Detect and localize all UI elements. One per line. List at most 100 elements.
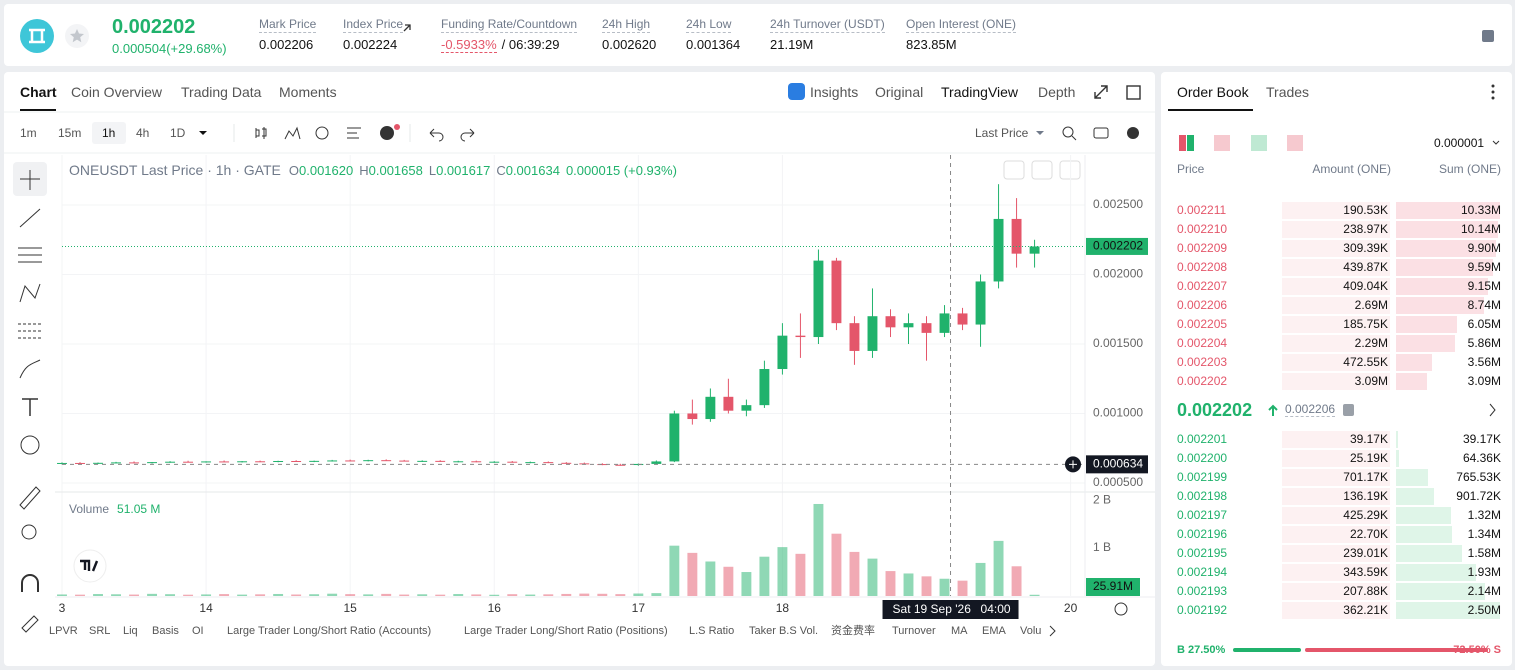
interval[interactable]: 1m xyxy=(20,126,37,140)
interval[interactable]: 15m xyxy=(58,126,82,140)
chart-panel xyxy=(4,72,1155,666)
next-arrow[interactable] xyxy=(1049,625,1056,637)
view-tab[interactable]: Insights xyxy=(810,84,859,100)
ai-icon[interactable] xyxy=(788,83,805,100)
book-price[interactable]: 0.002209 xyxy=(1177,241,1228,255)
chart-tab[interactable]: Chart xyxy=(20,84,57,100)
view-both-icon[interactable] xyxy=(1179,135,1186,151)
axis-settings-icon[interactable] xyxy=(1114,602,1128,616)
text-tool[interactable] xyxy=(22,398,38,416)
crosshair-tool[interactable] xyxy=(20,170,40,190)
sum-bar xyxy=(1396,221,1499,238)
candle-body xyxy=(255,461,266,463)
magnet-tool[interactable] xyxy=(21,574,39,592)
indicator[interactable]: 资金费率 xyxy=(831,625,875,637)
candle-body xyxy=(453,461,464,463)
trendline-tool[interactable] xyxy=(19,208,41,228)
interval[interactable]: 1h xyxy=(102,126,116,140)
book-price[interactable]: 0.002192 xyxy=(1177,603,1228,617)
book-price[interactable]: 0.002195 xyxy=(1177,546,1228,560)
view-tab[interactable]: TradingView xyxy=(941,84,1019,100)
settings-icon[interactable] xyxy=(1127,127,1139,139)
interval[interactable]: 1D xyxy=(170,126,186,140)
scroll-button[interactable] xyxy=(1003,160,1025,180)
price-type[interactable]: Last Price xyxy=(975,126,1029,140)
view-bids-icon[interactable] xyxy=(1251,135,1267,151)
projection-tool[interactable] xyxy=(18,323,42,339)
indicator[interactable]: Turnover xyxy=(892,625,936,637)
book-price[interactable]: 0.002199 xyxy=(1177,470,1228,484)
chart-tab[interactable]: Coin Overview xyxy=(71,84,163,100)
view-asks-icon[interactable] xyxy=(1214,135,1230,151)
book-price[interactable]: 0.002206 xyxy=(1177,298,1228,312)
indicator[interactable]: OI xyxy=(192,625,204,637)
camera-icon[interactable] xyxy=(1093,127,1109,139)
zoom-tool[interactable] xyxy=(21,524,37,540)
undo-icon[interactable] xyxy=(429,128,444,142)
book-price[interactable]: 0.002210 xyxy=(1177,222,1228,236)
view-tab[interactable]: Original xyxy=(875,84,924,100)
expand-icon[interactable] xyxy=(1094,85,1108,99)
caret[interactable] xyxy=(199,131,207,135)
caret[interactable] xyxy=(1492,140,1500,145)
candle-type-icon[interactable] xyxy=(255,127,267,139)
book-price[interactable]: 0.002200 xyxy=(1177,451,1228,465)
view-tab[interactable]: Depth xyxy=(1038,84,1076,100)
book-price[interactable]: 0.002202 xyxy=(1177,374,1228,388)
redo-icon[interactable] xyxy=(460,128,475,142)
book-price[interactable]: 0.002208 xyxy=(1177,260,1228,274)
chart-tab[interactable]: Trading Data xyxy=(181,84,262,100)
book-price[interactable]: 0.002197 xyxy=(1177,508,1228,522)
indicator[interactable]: Taker B.S Vol. xyxy=(749,625,819,637)
fib-tool[interactable] xyxy=(18,247,42,263)
precision[interactable]: 0.000001 xyxy=(1434,136,1485,150)
book-price[interactable]: 0.002203 xyxy=(1177,355,1228,369)
fullscreen-button[interactable] xyxy=(1059,160,1081,180)
indicator[interactable]: LPVR xyxy=(49,625,78,637)
indicator-icon[interactable] xyxy=(284,126,301,140)
chevron[interactable] xyxy=(1489,403,1496,417)
view-depth-icon[interactable] xyxy=(1287,135,1303,151)
book-tab[interactable]: Order Book xyxy=(1177,84,1249,100)
indicator[interactable]: Liq xyxy=(123,625,138,637)
indicator[interactable]: Volu xyxy=(1020,625,1042,637)
sum-bar xyxy=(1396,564,1477,581)
chart-tab[interactable]: Moments xyxy=(279,84,337,100)
ruler-tool[interactable] xyxy=(19,486,41,510)
book-tab[interactable]: Trades xyxy=(1266,84,1310,100)
book-price[interactable]: 0.002205 xyxy=(1177,317,1228,331)
menu-dot[interactable] xyxy=(1491,84,1495,88)
brush-tool[interactable] xyxy=(19,359,41,379)
book-price[interactable]: 0.002198 xyxy=(1177,489,1228,503)
template-icon[interactable] xyxy=(347,127,361,139)
indicator[interactable]: MA xyxy=(951,625,968,637)
indicator[interactable]: SRL xyxy=(89,625,111,637)
indicator[interactable]: EMA xyxy=(982,625,1006,637)
book-price[interactable]: 0.002204 xyxy=(1177,336,1228,350)
book-sum: 1.34M xyxy=(1467,527,1501,541)
book-price[interactable]: 0.002196 xyxy=(1177,527,1228,541)
compare-icon[interactable] xyxy=(315,126,329,140)
pencil-tool[interactable] xyxy=(21,615,39,633)
indicator[interactable]: Basis xyxy=(152,625,179,637)
window-icon[interactable] xyxy=(1126,85,1141,100)
indicator[interactable]: Large Trader Long/Short Ratio (Positions… xyxy=(464,625,668,637)
book-price[interactable]: 0.002201 xyxy=(1177,432,1228,446)
pattern-tool[interactable] xyxy=(19,283,41,303)
indicator[interactable]: Large Trader Long/Short Ratio (Accounts) xyxy=(227,625,432,637)
caret[interactable] xyxy=(1036,131,1044,135)
book-price[interactable]: 0.002207 xyxy=(1177,279,1228,293)
ohlc-key: H xyxy=(359,163,369,178)
indicator[interactable]: L.S Ratio xyxy=(689,625,735,637)
book-price[interactable]: 0.002193 xyxy=(1177,584,1228,598)
book-price[interactable]: 0.002211 xyxy=(1177,203,1227,217)
emoji-tool[interactable] xyxy=(20,435,40,455)
interval[interactable]: 4h xyxy=(136,126,150,140)
y-tick-label: 0.001500 xyxy=(1093,336,1143,350)
collapse-button[interactable] xyxy=(1031,160,1053,180)
info-icon[interactable] xyxy=(1482,30,1494,42)
search-icon[interactable] xyxy=(1062,126,1074,138)
book-amount: 2.29M xyxy=(1354,336,1388,350)
alert-icon[interactable] xyxy=(380,126,394,140)
book-price[interactable]: 0.002194 xyxy=(1177,565,1228,579)
